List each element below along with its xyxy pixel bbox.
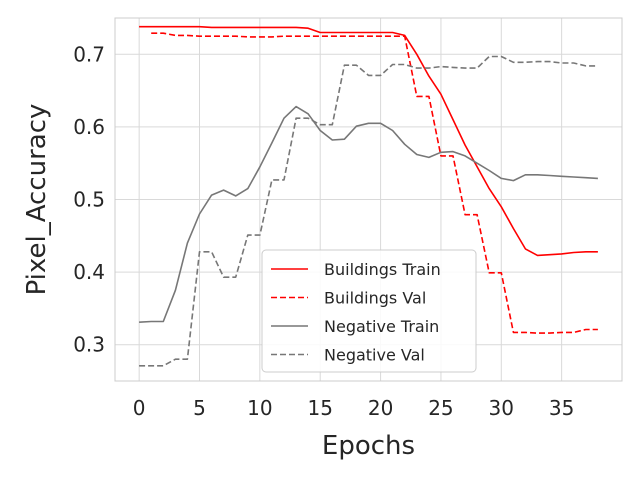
legend: Buildings Train Buildings Val Negative Tra… — [261, 249, 477, 373]
y-axis-label: Pixel_Accuracy — [22, 104, 52, 296]
y-tick-labels: 0.3 0.4 0.5 0.6 0.7 — [73, 42, 105, 356]
y-tick-label: 0.5 — [73, 188, 105, 212]
x-tick-label: 30 — [489, 396, 514, 420]
series-line — [151, 32, 598, 334]
y-tick-label: 0.7 — [73, 42, 105, 66]
plot-area-frame — [114, 17, 623, 382]
x-tick-label: 0 — [133, 396, 146, 420]
x-tick-label: 20 — [368, 396, 393, 420]
legend-label: Buildings Val — [324, 289, 426, 308]
series-line — [139, 55, 598, 367]
x-tick-labels: 0 5 10 15 20 25 30 35 — [133, 396, 575, 420]
x-tick-label: 15 — [307, 396, 332, 420]
series-line — [139, 25, 598, 257]
legend-box — [261, 249, 477, 373]
x-tick-label: 10 — [247, 396, 272, 420]
legend-label: Buildings Train — [324, 260, 441, 279]
x-tick-label: 25 — [428, 396, 453, 420]
y-tick-label: 0.6 — [73, 115, 105, 139]
y-tick-label: 0.3 — [73, 333, 105, 357]
x-tick-label: 5 — [193, 396, 206, 420]
x-tick-label: 35 — [549, 396, 574, 420]
series-line — [139, 105, 598, 323]
y-tick-label: 0.4 — [73, 260, 105, 284]
legend-label: Negative Train — [324, 317, 439, 336]
x-axis-label: Epochs — [322, 431, 415, 461]
legend-label: Negative Val — [324, 346, 425, 365]
series-lines — [139, 25, 598, 367]
